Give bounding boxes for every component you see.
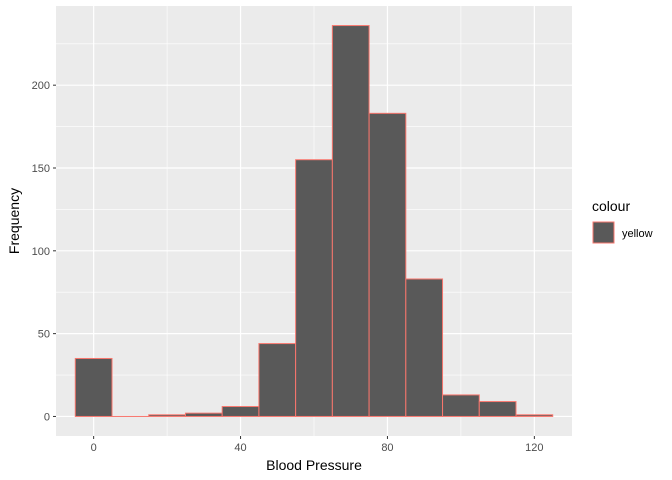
histogram-bars [74, 25, 554, 417]
y-axis: 0 50 100 150 200 [32, 80, 56, 423]
legend-label-yellow: yellow [622, 228, 653, 240]
histogram-bar [515, 414, 554, 417]
y-axis-title: Frequency [6, 188, 22, 254]
x-tick-label: 40 [234, 442, 246, 454]
histogram-bar [258, 343, 297, 417]
histogram-bar [478, 401, 517, 417]
y-tick-label: 0 [44, 411, 50, 423]
y-tick-label: 50 [38, 329, 50, 341]
histogram-bar [405, 278, 444, 417]
histogram-bar [295, 159, 333, 417]
legend-key-yellow [592, 221, 615, 244]
histogram-bar [368, 112, 407, 417]
histogram-bar [148, 414, 186, 417]
x-axis: 0 40 80 120 [91, 436, 544, 454]
x-tick-label: 120 [525, 442, 543, 454]
y-tick-label: 200 [32, 80, 50, 92]
histogram-bar [331, 25, 370, 417]
x-tick-label: 80 [381, 442, 393, 454]
y-tick-label: 150 [32, 163, 50, 175]
x-tick-label: 0 [91, 442, 97, 454]
legend: colour yellow [592, 198, 653, 244]
histogram-bar [221, 406, 260, 417]
histogram-bar [442, 394, 480, 417]
histogram-bar [184, 412, 223, 417]
y-tick-label: 100 [32, 246, 50, 258]
histogram-bar [74, 357, 113, 417]
legend-title: colour [592, 198, 630, 214]
x-axis-title: Blood Pressure [266, 457, 362, 473]
